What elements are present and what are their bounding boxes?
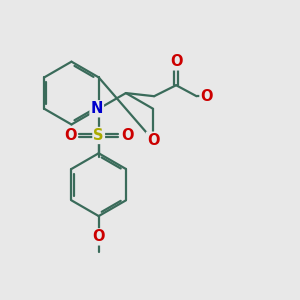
Text: S: S [93, 128, 104, 143]
Text: O: O [200, 89, 213, 104]
Text: O: O [170, 54, 182, 69]
Text: O: O [92, 230, 105, 244]
Text: N: N [91, 101, 103, 116]
Text: O: O [147, 133, 159, 148]
Text: O: O [64, 128, 76, 143]
Text: O: O [121, 128, 134, 143]
